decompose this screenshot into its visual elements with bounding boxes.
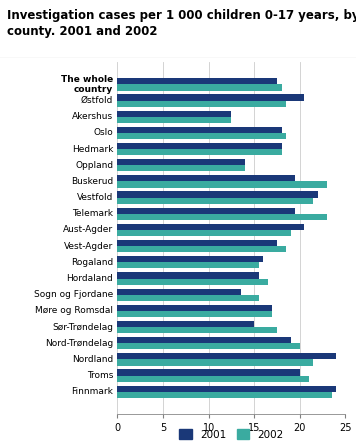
Bar [117, 360, 313, 365]
Bar [117, 376, 309, 382]
Bar [117, 279, 268, 285]
Bar [117, 256, 263, 263]
Bar [117, 263, 259, 268]
Bar [117, 159, 245, 165]
Bar [117, 288, 241, 295]
Bar [117, 198, 313, 204]
Bar [117, 94, 304, 101]
Bar [117, 127, 282, 133]
Bar [117, 246, 286, 252]
Bar [117, 214, 327, 220]
Bar [117, 392, 332, 398]
Bar [117, 224, 304, 230]
Bar [117, 353, 336, 360]
Text: Investigation cases per 1 000 children 0-17 years, by
county. 2001 and 2002: Investigation cases per 1 000 children 0… [7, 8, 356, 38]
Bar [117, 143, 282, 149]
Bar [117, 385, 336, 392]
Bar [117, 343, 300, 349]
Bar [117, 191, 318, 198]
Bar [117, 311, 272, 317]
Bar [117, 230, 290, 236]
Legend: 2001, 2002: 2001, 2002 [175, 425, 288, 444]
Bar [117, 337, 290, 343]
Bar [117, 78, 277, 85]
Bar [117, 305, 272, 311]
Bar [117, 327, 277, 333]
Bar [117, 111, 231, 117]
Bar [117, 85, 282, 91]
Bar [117, 101, 286, 107]
Bar [117, 369, 300, 376]
Bar [117, 149, 282, 155]
Bar [117, 295, 259, 301]
Bar [117, 175, 295, 182]
Bar [117, 182, 327, 188]
Bar [117, 240, 277, 246]
Bar [117, 133, 286, 139]
Bar [117, 321, 254, 327]
Bar [117, 208, 295, 214]
Bar [117, 165, 245, 171]
Bar [117, 117, 231, 123]
Bar [117, 272, 259, 279]
